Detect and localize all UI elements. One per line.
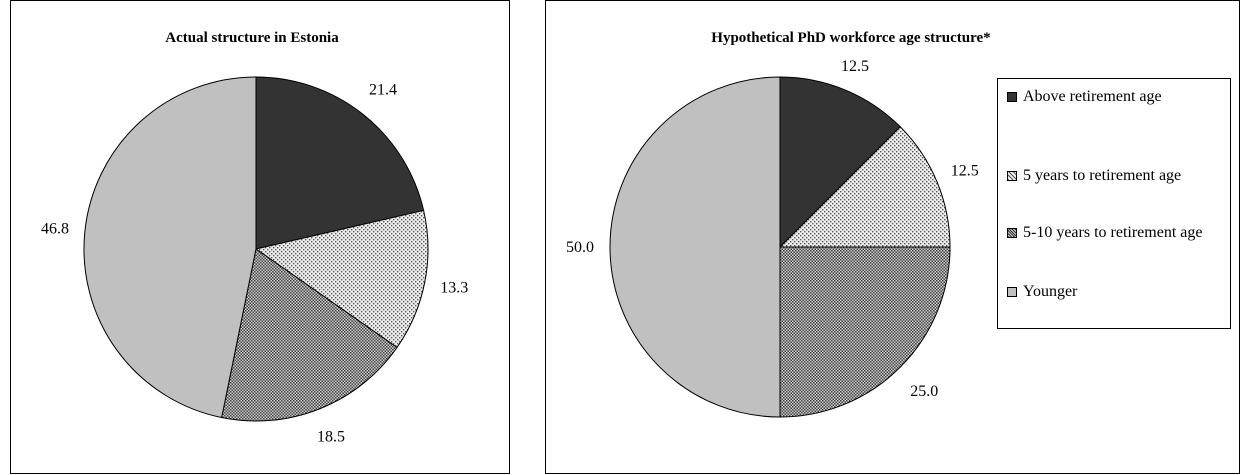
pie-chart-hypothetical: Hypothetical PhD workforce age structure… [566,30,991,418]
pie-slice-younger [83,76,257,419]
chart-title: Actual structure in Estonia [165,30,339,46]
pie-slice-5-10-years-to-retirement-age [779,246,951,418]
legend-swatch-icon [1007,228,1017,238]
chart-panel-hypothetical: Hypothetical PhD workforce age structure… [545,0,1240,474]
pie-slice-above-retirement-age [255,76,425,250]
pie-slices [83,76,429,422]
pie-slice-above-retirement-age [779,76,901,249]
data-label: 13.3 [440,280,468,297]
legend-swatch-icon [1007,171,1017,181]
legend-label: Younger [1023,283,1078,300]
chart-title: Hypothetical PhD workforce age structure… [711,30,990,46]
pie-chart-actual: Actual structure in Estonia 21.4 13.3 18.5… [41,30,468,446]
pie-slice-younger [609,76,781,418]
data-label: 50.0 [566,239,594,256]
legend-swatch-icon [1007,287,1017,297]
legend-label: Above retirement age [1023,88,1162,105]
pie-data-labels: 21.4 13.3 18.5 46.8 [41,81,468,445]
pie-data-labels: 12.5 12.5 25.0 50.0 [566,58,979,400]
data-label: 21.4 [369,81,397,98]
chart-legend: Above retirement age 5 years to retireme… [997,78,1231,329]
legend-swatch-icon [1007,92,1017,102]
data-label: 18.5 [317,429,345,446]
pie-slice-5-10-years-to-retirement-age [221,248,398,422]
data-label: 25.0 [910,383,938,400]
pie-slices [609,76,951,418]
data-label: 12.5 [841,58,869,75]
data-label: 12.5 [951,163,979,180]
chart-panel-actual: Actual structure in Estonia 21.4 13.3 18.5… [10,0,510,474]
legend-label: 5 years to retirement age [1023,167,1182,184]
pie-slice-5-years-to-retirement-age [254,209,429,349]
legend-label: 5-10 years to retirement age [1023,224,1203,241]
data-label: 46.8 [41,221,69,238]
pie-slice-5-years-to-retirement-age [778,126,951,248]
